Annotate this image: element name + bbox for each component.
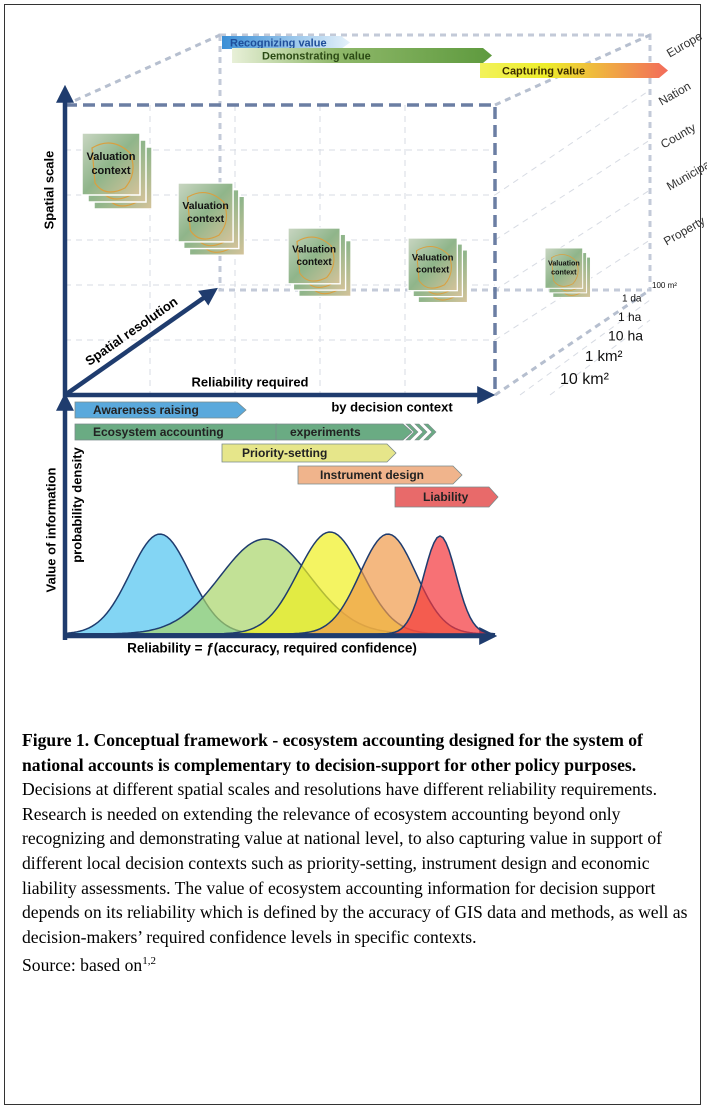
caption: Figure 1. Conceptual framework - ecosyst… [22,728,692,978]
label-line: Valuation [182,201,228,212]
cube-grid [65,35,650,395]
label-line: context [416,265,449,275]
decision-arrow-label: Instrument design [320,468,424,482]
side-grid [495,90,650,395]
label-line: context [91,165,130,177]
spatial-scale-label: Municipality [664,150,707,193]
valuation-context-label: Valuation context [548,259,580,276]
spatial-resolution-label: 10 ha [608,328,643,344]
axis-label: Reliability required [191,374,308,389]
caption-body: Decisions at different spatial scales an… [22,779,687,947]
density-curves [65,532,495,634]
valuation-context: Valuation context [408,238,468,303]
map-card [288,228,340,284]
spatial-resolution-label: 1 da [622,294,642,305]
value-arrow-label: Recognizing value [230,37,327,49]
decision-arrow-label: Awareness raising [93,403,199,417]
value-arrow-label: Capturing value [502,65,585,77]
axis-label: Spatial resolution [82,294,180,369]
caption-refs: 1,2 [142,955,156,967]
spatial-resolution-label: 1 ha [618,310,642,324]
decision-arrow-label: Priority-setting [242,446,327,460]
value-arrow-label: Demonstrating value [262,50,371,62]
axis-label: probability density [69,446,84,562]
spatial-scale-label: County [658,120,698,151]
spatial-scale-label: Europe [664,29,705,61]
page: {"figure": { "value_arrows": ["Recognizi… [0,0,707,1111]
valuation-context-label: Valuation context [292,244,336,268]
decision-arrow-label: experiments [290,425,361,439]
valuation-context: Valuation context [288,228,351,296]
spatial-resolution-label: 1 km² [585,348,623,365]
map-card [178,183,233,242]
decision-arrow-label: Liability [423,490,469,504]
caption-title: Figure 1. Conceptual framework - ecosyst… [22,730,643,775]
body: Recognizing valueDemonstrating value Capt… [0,0,707,1111]
label-line: context [297,257,333,268]
spatial-scale-label: Property [661,214,707,249]
valuation-context: Valuation context [178,183,245,255]
cube-edges [65,35,650,395]
resolution-axis [65,292,212,395]
axis-label: Reliability = ƒ(accuracy, required confi… [127,641,417,656]
label-line: context [551,269,577,277]
spatial-resolution-label: 10 km² [560,371,610,388]
label-line: Valuation [412,253,454,263]
spatial-resolution-label: 100 m² [652,281,677,290]
label-line: Valuation [87,151,136,163]
label-line: Valuation [548,259,580,267]
axis-label: by decision context [331,399,453,414]
caption-source: Source: based on [22,955,142,975]
valuation-context: Valuation context [545,248,591,297]
decision-arrow-label: Ecosystem accounting [93,425,224,439]
valuation-context: Valuation context [82,133,152,209]
label-line: Valuation [292,244,336,255]
label-line: context [187,214,225,225]
axis-label: Spatial scale [41,151,56,230]
spatial-scale-label: Nation [656,79,693,108]
axis-label: Value of information [43,467,58,592]
